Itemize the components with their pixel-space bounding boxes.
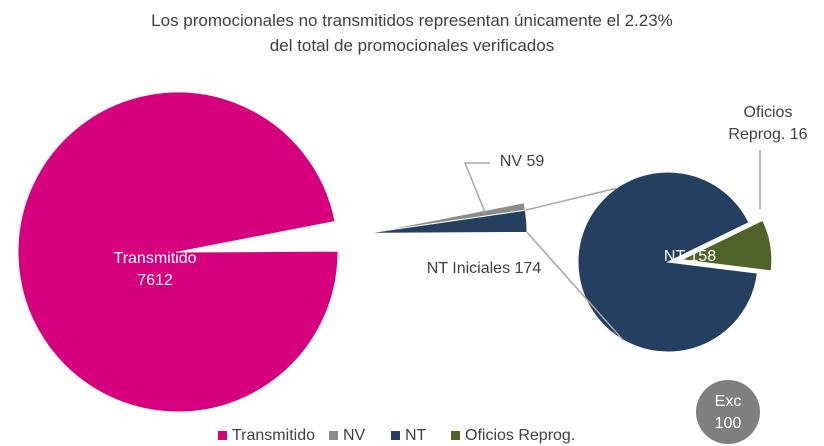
data-label: Oficios Reprog. 16 bbox=[722, 102, 814, 146]
label-text: NT Iniciales bbox=[426, 260, 511, 277]
legend-entry: NV bbox=[329, 427, 365, 445]
data-label: NT Iniciales 174 bbox=[427, 258, 541, 280]
legend-label: Oficios Reprog. bbox=[465, 427, 576, 444]
label-text: 158 bbox=[689, 248, 717, 265]
badge-text: Exc bbox=[715, 393, 742, 410]
pie-slice bbox=[367, 209, 528, 234]
data-label: Transmitido 7612 bbox=[114, 248, 197, 292]
leader-line bbox=[463, 162, 490, 214]
label-text: NT bbox=[663, 248, 685, 265]
data-label: NV 59 bbox=[500, 151, 544, 173]
label-text: 7612 bbox=[137, 272, 173, 289]
label-text: NV bbox=[499, 153, 522, 170]
legend-entry: Oficios Reprog. bbox=[451, 427, 575, 445]
label-text: Oficios Reprog. bbox=[728, 104, 793, 143]
data-label: NT 158 bbox=[664, 246, 716, 268]
label-text: Transmitido bbox=[113, 250, 197, 267]
label-text: 59 bbox=[526, 153, 545, 170]
legend-entry: Transmitido bbox=[218, 427, 315, 445]
badge-text: 100 bbox=[715, 415, 742, 432]
badge bbox=[696, 380, 760, 444]
label-text: 174 bbox=[514, 260, 542, 277]
leader-line bbox=[526, 231, 624, 341]
legend-label: NT bbox=[405, 427, 427, 444]
pie-slice bbox=[17, 91, 339, 413]
pie-slice bbox=[680, 219, 773, 272]
chart-title: del total de promocionales verificados bbox=[269, 36, 555, 55]
legend-entry: NT bbox=[391, 427, 426, 445]
legend-label: Transmitido bbox=[232, 427, 315, 444]
leader-line bbox=[525, 187, 617, 211]
pie-slice bbox=[577, 171, 758, 353]
chart-title: Los promocionales no transmitidos repres… bbox=[151, 11, 673, 30]
legend-swatch bbox=[391, 431, 400, 440]
legend-swatch bbox=[451, 431, 460, 440]
legend-label: NV bbox=[343, 427, 366, 444]
legend-swatch bbox=[218, 431, 227, 440]
label-text: 16 bbox=[789, 126, 808, 143]
legend-swatch bbox=[329, 431, 338, 440]
